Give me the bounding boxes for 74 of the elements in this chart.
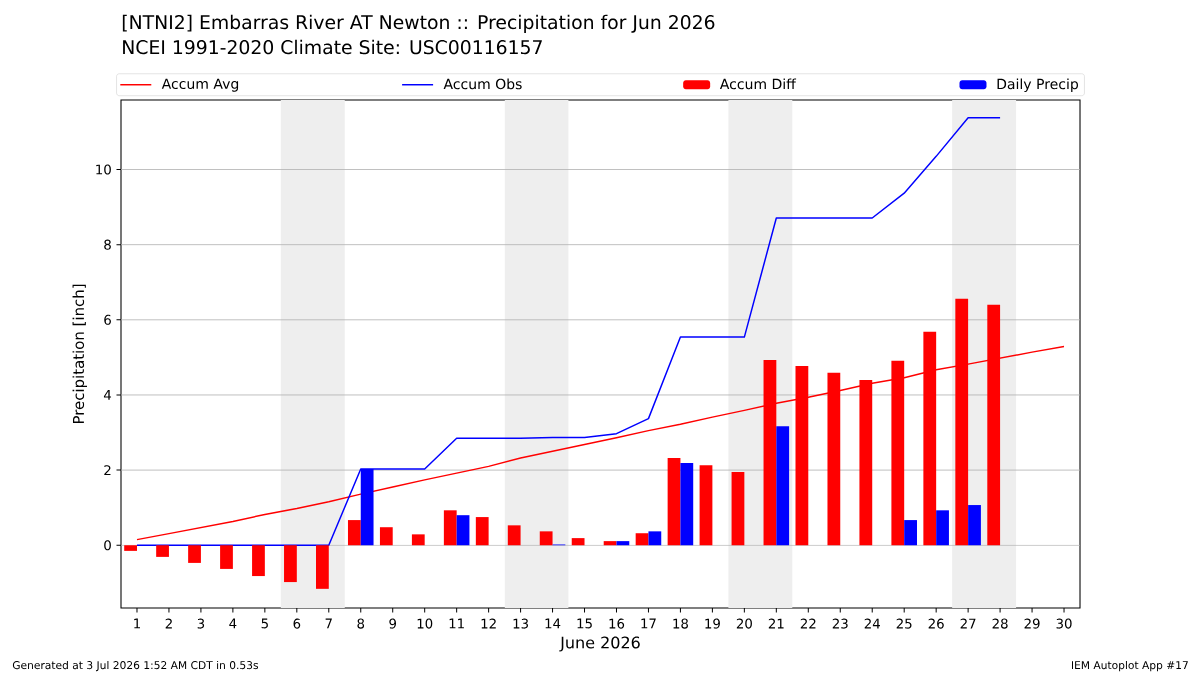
bar xyxy=(936,510,949,546)
x-tick-label: 23 xyxy=(832,618,848,629)
bar xyxy=(648,531,662,546)
x-tick-label: 12 xyxy=(481,618,496,629)
x-tick-label: 24 xyxy=(864,618,880,629)
x-tick-label: 17 xyxy=(641,618,656,629)
chart-title: [NTNI2] Embarras River AT Newton :: Precipitation for Jun 2026 xyxy=(122,14,715,33)
y-tick-label: 6 xyxy=(104,314,111,325)
bar xyxy=(699,465,713,546)
x-tick-label: 15 xyxy=(577,618,592,629)
x-tick-label: 14 xyxy=(545,618,561,629)
x-tick-label: 18 xyxy=(673,618,688,629)
bar xyxy=(284,545,297,583)
x-tick-label: 20 xyxy=(736,618,752,629)
bar xyxy=(667,458,681,546)
bar xyxy=(379,527,393,546)
bar xyxy=(904,520,917,546)
bar xyxy=(731,471,745,546)
bar xyxy=(347,520,361,546)
x-tick-label: 21 xyxy=(768,618,784,629)
legend-label: Accum Diff xyxy=(719,78,797,90)
y-tick-label: 2 xyxy=(104,465,111,476)
legend-label: Daily Precip xyxy=(997,78,1079,92)
bar xyxy=(188,545,201,563)
x-tick-label: 25 xyxy=(896,618,912,629)
x-tick-label: 11 xyxy=(449,618,464,629)
y-axis-title: Precipitation [inch] xyxy=(72,284,87,424)
y-tick-label: 8 xyxy=(104,239,111,250)
legend-label: Accum Obs xyxy=(443,78,522,90)
x-tick-label: 6 xyxy=(293,618,301,629)
x-tick-label: 7 xyxy=(325,618,332,629)
bar xyxy=(616,541,630,546)
x-tick-label: 28 xyxy=(992,618,1008,629)
x-tick-label: 26 xyxy=(928,618,944,629)
bar xyxy=(252,545,265,577)
x-tick-label: 30 xyxy=(1056,618,1072,629)
x-tick-label: 22 xyxy=(800,618,816,629)
bar xyxy=(456,515,470,546)
x-tick-label: 16 xyxy=(609,618,625,629)
bar xyxy=(411,534,425,546)
x-tick-label: 8 xyxy=(357,618,365,629)
bar xyxy=(316,545,329,589)
bar xyxy=(156,545,169,557)
bar xyxy=(968,505,981,546)
text: Generated at 3 Jul 2026 1:52 AM CDT in 0.53s xyxy=(12,660,259,672)
x-tick-label: 13 xyxy=(513,618,529,629)
x-tick-label: 9 xyxy=(389,618,397,629)
x-tick-label: 4 xyxy=(229,618,237,629)
text: IEM Autoplot App #17 xyxy=(1071,660,1188,672)
x-tick-label: 2 xyxy=(165,618,172,629)
bar xyxy=(776,426,790,546)
bar xyxy=(507,525,521,546)
bar xyxy=(635,533,649,546)
y-tick-label: 4 xyxy=(103,390,112,400)
x-axis-title: June 2026 xyxy=(559,636,640,652)
y-tick-label: 0 xyxy=(104,540,111,551)
bar xyxy=(680,462,694,546)
y-tick-label: 10 xyxy=(96,164,111,175)
chart-subtitle: NCEI 1991-2020 Climate Site: USC00116157 xyxy=(123,39,542,55)
bar xyxy=(220,545,233,569)
bar xyxy=(571,538,585,546)
bar xyxy=(603,541,617,546)
x-tick-label: 27 xyxy=(960,618,976,629)
bar xyxy=(124,545,137,551)
x-tick-label: 29 xyxy=(1024,618,1040,629)
x-tick-label: 1 xyxy=(134,618,140,629)
x-tick-label: 10 xyxy=(417,618,433,629)
bar xyxy=(443,510,457,546)
x-tick-label: 5 xyxy=(261,618,268,629)
legend-label: Accum Avg xyxy=(161,78,239,92)
x-tick-label: 3 xyxy=(197,618,205,629)
bar xyxy=(475,517,489,546)
x-tick-label: 19 xyxy=(705,618,720,629)
bar xyxy=(539,531,553,546)
